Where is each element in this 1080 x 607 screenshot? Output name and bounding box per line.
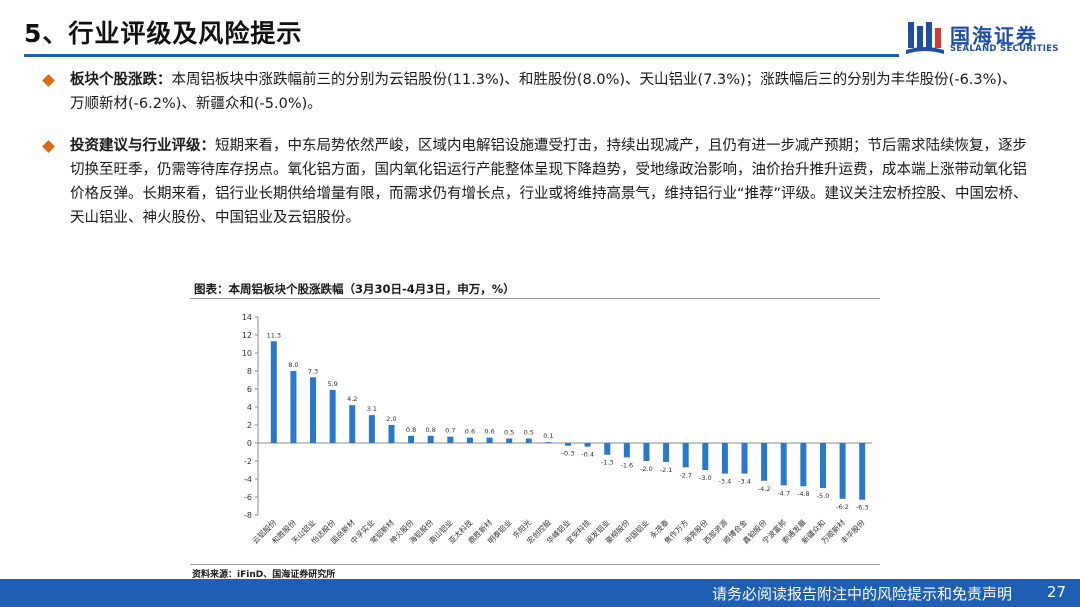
bar bbox=[525, 438, 532, 443]
data-label: 0.8 bbox=[406, 426, 416, 434]
chart-title-divider bbox=[190, 298, 880, 299]
bar bbox=[329, 389, 336, 443]
y-tick-label: 0 bbox=[247, 439, 252, 448]
bullet-lead: 板块个股涨跌： bbox=[70, 72, 172, 88]
data-label: 0.8 bbox=[426, 426, 436, 434]
bar bbox=[565, 443, 571, 446]
bar bbox=[290, 371, 297, 443]
data-label: -1.6 bbox=[620, 461, 633, 469]
bar bbox=[545, 442, 552, 444]
bullet-text: 本周铝板块中涨跌幅前三的分别为云铝股份(11.3%)、和胜股份(8.0%)、天山… bbox=[70, 72, 1017, 112]
sealand-logo-icon bbox=[906, 22, 944, 54]
bar bbox=[604, 443, 611, 455]
bar bbox=[623, 443, 630, 458]
data-label: 11.3 bbox=[267, 331, 281, 339]
logo-chinese-name: 国海证券 bbox=[950, 24, 1038, 48]
data-label: -6.3 bbox=[856, 504, 869, 512]
data-label: 4.2 bbox=[347, 395, 357, 403]
data-label: -0.3 bbox=[562, 450, 575, 458]
data-label: 5.9 bbox=[327, 380, 337, 388]
data-label: -4.8 bbox=[797, 490, 810, 498]
bar bbox=[839, 443, 846, 499]
bar bbox=[270, 341, 277, 443]
data-label: -2.7 bbox=[679, 471, 692, 479]
data-label: -3.4 bbox=[719, 478, 732, 486]
bar bbox=[388, 425, 395, 443]
y-tick-label: 12 bbox=[242, 331, 252, 340]
bar bbox=[663, 443, 670, 462]
bar bbox=[447, 436, 454, 443]
bar bbox=[349, 405, 356, 443]
y-tick-label: 2 bbox=[247, 421, 252, 430]
header-divider bbox=[24, 54, 899, 57]
logo-english-name: SEALAND SECURITIES bbox=[950, 44, 1059, 54]
y-tick-label: -8 bbox=[244, 511, 252, 520]
bar bbox=[682, 443, 689, 468]
data-label: -6.2 bbox=[836, 503, 849, 511]
company-logo: 国海证券 SEALAND SECURITIES bbox=[906, 20, 1066, 60]
bar bbox=[761, 443, 768, 481]
source-divider bbox=[190, 564, 880, 565]
page-number: 27 bbox=[1046, 583, 1066, 601]
bar bbox=[800, 443, 807, 487]
bar bbox=[859, 443, 866, 500]
bullet-investment-advice: 投资建议与行业评级：短期来看，中东局势依然严峻，区域内电解铝设施遭受打击，持续出… bbox=[42, 134, 1031, 230]
y-tick-label: 6 bbox=[247, 385, 252, 394]
bar bbox=[310, 377, 317, 443]
data-label: 2.0 bbox=[386, 415, 396, 423]
chart-source: 资料来源：iFinD、国海证券研究所 bbox=[192, 570, 336, 580]
data-label: -0.4 bbox=[581, 451, 594, 459]
bar bbox=[702, 443, 709, 470]
footer-bar: 请务必阅读报告附注中的风险提示和免责声明 27 bbox=[0, 579, 1080, 607]
bullet-lead: 投资建议与行业评级： bbox=[70, 138, 215, 154]
bar bbox=[780, 443, 787, 486]
disclaimer-text: 请务必阅读报告附注中的风险提示和免责声明 bbox=[711, 585, 1012, 603]
data-label: -2.1 bbox=[660, 466, 673, 474]
data-label: 7.3 bbox=[308, 367, 318, 375]
data-label: 8.0 bbox=[288, 361, 298, 369]
bar bbox=[819, 443, 826, 488]
bar bbox=[466, 437, 473, 443]
y-tick-label: -6 bbox=[244, 493, 252, 502]
data-label: 3.1 bbox=[367, 405, 377, 413]
data-label: 0.6 bbox=[465, 428, 475, 436]
bar bbox=[506, 438, 513, 443]
data-label: 0.1 bbox=[543, 432, 553, 440]
y-tick-label: 14 bbox=[242, 313, 252, 322]
bar bbox=[741, 443, 748, 474]
y-tick-label: 10 bbox=[242, 349, 252, 358]
y-tick-label: 8 bbox=[247, 367, 252, 376]
data-label: 0.6 bbox=[484, 428, 494, 436]
chart-title: 图表：本周铝板块个股涨跌幅（3月30日-4月3日，申万，%） bbox=[194, 282, 515, 296]
bar bbox=[584, 443, 591, 447]
bar bbox=[486, 437, 493, 443]
bar bbox=[408, 435, 415, 443]
y-tick-label: -2 bbox=[244, 457, 252, 466]
data-label: -3.4 bbox=[738, 478, 751, 486]
bar-chart: 14121086420-2-4-6-811.3云铝股份8.0和胜股份7.3天山铝… bbox=[242, 313, 872, 546]
bar bbox=[721, 443, 728, 474]
data-label: -1.3 bbox=[601, 459, 614, 467]
data-label: -4.7 bbox=[777, 489, 790, 497]
data-label: -4.2 bbox=[758, 485, 771, 493]
y-tick-label: -4 bbox=[244, 475, 252, 484]
page-title: 5、行业评级及风险提示 bbox=[24, 19, 303, 48]
data-label: 0.7 bbox=[445, 427, 455, 435]
data-label: -2.0 bbox=[640, 465, 653, 473]
data-label: 0.5 bbox=[524, 429, 534, 437]
bar bbox=[643, 443, 650, 461]
data-label: -3.0 bbox=[699, 474, 712, 482]
bar bbox=[368, 415, 375, 443]
bar bbox=[427, 435, 434, 443]
data-label: -5.0 bbox=[817, 492, 830, 500]
data-label: 0.5 bbox=[504, 429, 514, 437]
bullet-text: 短期来看，中东局势依然严峻，区域内电解铝设施遭受打击，持续出现减产，且仍有进一步… bbox=[70, 138, 1028, 226]
y-tick-label: 4 bbox=[247, 403, 252, 412]
chart-container: 图表：本周铝板块个股涨跌幅（3月30日-4月3日，申万，%） 14 12 10 8 6 4… bbox=[190, 273, 880, 583]
bullet-stock-moves: 板块个股涨跌：本周铝板块中涨跌幅前三的分别为云铝股份(11.3%)、和胜股份(8… bbox=[42, 68, 1031, 116]
